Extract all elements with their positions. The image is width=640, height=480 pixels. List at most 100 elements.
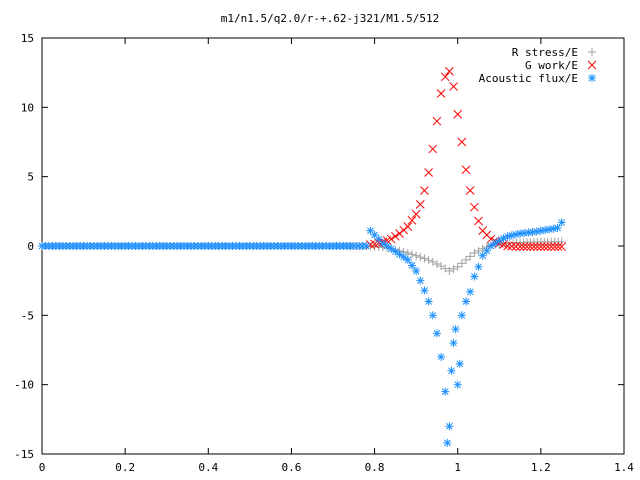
data-point	[474, 216, 483, 226]
data-point	[511, 242, 521, 251]
data-point	[457, 311, 466, 320]
data-point	[519, 242, 528, 252]
data-point	[557, 242, 566, 252]
y-tick-label: 15	[21, 32, 34, 45]
data-point	[533, 242, 542, 252]
data-point	[362, 242, 371, 250]
series-2	[366, 66, 566, 252]
legend-marker	[587, 60, 597, 70]
data-point	[462, 297, 471, 306]
data-point	[491, 239, 500, 248]
data-point	[515, 242, 525, 252]
data-point	[395, 250, 404, 259]
data-point	[420, 186, 429, 195]
data-point	[557, 237, 566, 246]
data-point	[553, 242, 563, 252]
data-point	[412, 266, 421, 275]
data-point	[441, 387, 450, 396]
data-point	[522, 242, 532, 252]
data-point	[539, 242, 549, 252]
data-point	[470, 248, 479, 257]
data-point	[449, 82, 458, 91]
data-point	[432, 329, 441, 338]
data-point	[386, 234, 396, 244]
x-tick-label: 0.2	[115, 461, 135, 474]
data-point	[441, 264, 450, 273]
data-point	[383, 242, 392, 250]
data-point	[378, 239, 387, 248]
data-point	[507, 241, 517, 251]
y-tick-label: -15	[14, 448, 34, 461]
data-point	[440, 72, 450, 82]
data-point	[536, 242, 546, 252]
chart-title: m1/n1.5/q2.0/r-+.62-j321/M1.5/512	[221, 12, 440, 25]
data-point	[470, 272, 479, 281]
data-point	[453, 109, 463, 119]
data-point	[407, 250, 416, 259]
data-point	[543, 242, 553, 252]
x-tick-label: 0.6	[281, 461, 301, 474]
data-point	[407, 261, 416, 270]
data-point	[403, 255, 412, 264]
data-point	[416, 276, 425, 285]
data-point	[455, 359, 464, 368]
y-tick-label: -10	[14, 379, 34, 392]
data-point	[436, 89, 446, 98]
data-point	[474, 246, 483, 255]
data-point	[391, 231, 400, 241]
data-marks	[38, 66, 566, 447]
data-point	[420, 254, 429, 263]
legend-label: Acoustic flux/E	[479, 72, 578, 85]
series-3	[38, 218, 566, 447]
data-point	[416, 253, 425, 262]
data-point	[462, 255, 471, 264]
data-point	[424, 168, 433, 177]
legend-marker	[588, 48, 596, 56]
data-point	[486, 242, 495, 250]
data-point	[503, 232, 512, 241]
data-point	[451, 325, 460, 334]
data-point	[432, 116, 442, 126]
data-point	[553, 223, 562, 232]
data-point	[445, 266, 454, 275]
data-point	[557, 218, 566, 227]
data-point	[420, 286, 429, 295]
data-point	[453, 380, 462, 389]
data-point	[437, 352, 446, 361]
data-point	[546, 242, 556, 252]
y-tick-label: 0	[27, 240, 34, 253]
data-point	[466, 287, 475, 296]
data-point	[443, 438, 452, 447]
data-point	[545, 225, 554, 234]
data-point	[465, 186, 475, 195]
x-tick-label: 0	[39, 461, 46, 474]
data-point	[428, 144, 438, 154]
data-point	[529, 242, 539, 252]
data-point	[432, 260, 441, 269]
data-point	[411, 209, 421, 219]
data-point	[550, 242, 560, 252]
x-tick-label: 0.4	[198, 461, 218, 474]
data-point	[415, 200, 425, 209]
data-point	[412, 251, 421, 260]
data-point	[466, 252, 475, 261]
data-point	[447, 366, 456, 375]
data-point	[526, 242, 535, 252]
data-point	[503, 241, 512, 251]
x-tick-label: 0.8	[365, 461, 385, 474]
data-point	[407, 215, 417, 225]
data-point	[424, 256, 433, 265]
x-tick-label: 1	[454, 461, 461, 474]
data-point	[449, 339, 458, 348]
data-point	[428, 311, 437, 320]
axis-ticks: 0 0.2 0.4 0.6 0.8 1 1.2 1.4 15 10 5 0 -5 -10 -15	[14, 32, 634, 474]
data-point	[457, 137, 467, 147]
data-point	[449, 264, 458, 273]
data-point	[469, 202, 479, 212]
data-point	[457, 259, 466, 268]
data-point	[445, 66, 454, 76]
x-tick-label: 1.4	[614, 461, 634, 474]
data-point	[428, 257, 437, 266]
